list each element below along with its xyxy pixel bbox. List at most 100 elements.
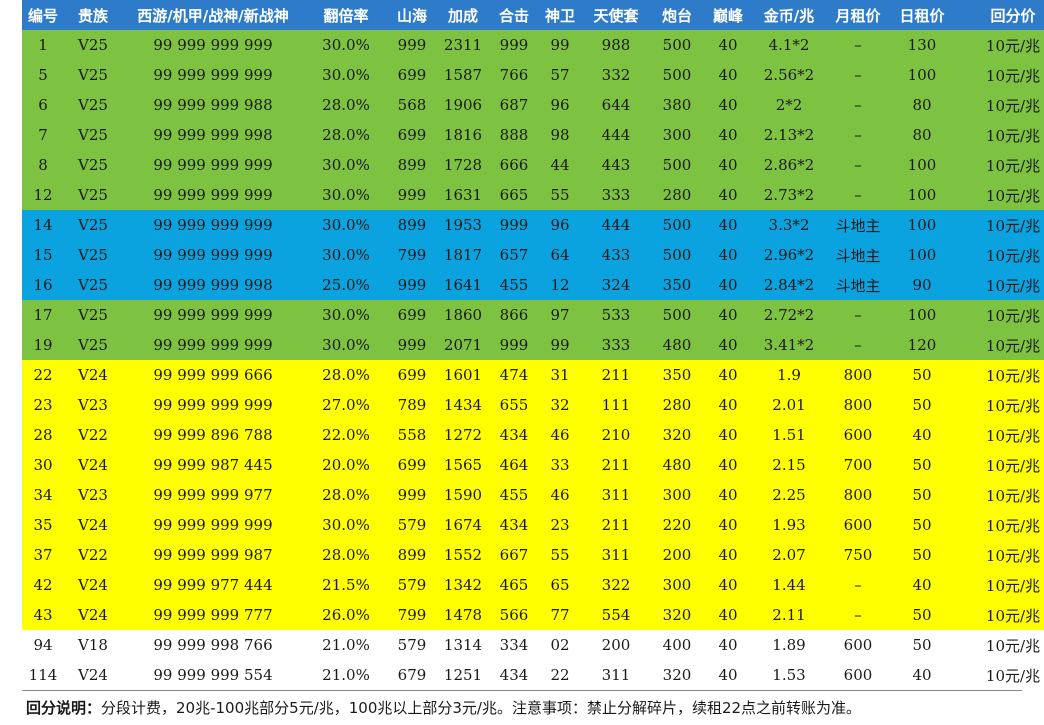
cell-shanhai: 899 (388, 150, 436, 180)
cell-shanhai: 799 (388, 240, 436, 270)
cell-buyback: 10元/兆 (954, 660, 1044, 690)
cell-shanhai: 999 (388, 270, 436, 300)
cell-monthly-rent: 800 (826, 360, 890, 390)
cell-skins: 99 999 999 999 (122, 330, 304, 360)
cell-daily-rent: 50 (890, 450, 954, 480)
cell-daily-rent: 40 (890, 570, 954, 600)
cell-buyback: 10元/兆 (954, 570, 1044, 600)
footer-note: 回分说明：分段计费，20兆-100兆部分5元/兆，100兆以上部分3元/兆。注意… (22, 690, 1022, 724)
cell-angel-set: 210 (582, 420, 650, 450)
cell-daily-rent: 80 (890, 90, 954, 120)
cell-vip: V25 (64, 150, 122, 180)
cell-monthly-rent: 斗地主 (826, 270, 890, 300)
cell-vip: V25 (64, 270, 122, 300)
header-guard: 神卫 (538, 0, 582, 30)
header-row: 编号 贵族 西游/机甲/战神/新战神 翻倍率 山海 加成 合击 神卫 天使套 炮… (22, 0, 1044, 30)
cell-multiplier: 30.0% (304, 300, 388, 330)
cell-peak: 40 (704, 390, 752, 420)
cell-monthly-rent: – (826, 180, 890, 210)
cell-buyback: 10元/兆 (954, 30, 1044, 60)
cell-angel-set: 332 (582, 60, 650, 90)
cell-buyback: 10元/兆 (954, 480, 1044, 510)
cell-gold: 1.93 (752, 510, 826, 540)
cell-combo: 464 (490, 450, 538, 480)
cell-combo: 999 (490, 30, 538, 60)
cell-skins: 99 999 999 999 (122, 210, 304, 240)
cell-daily-rent: 50 (890, 390, 954, 420)
cell-peak: 40 (704, 30, 752, 60)
cell-id: 19 (22, 330, 64, 360)
cell-guard: 57 (538, 60, 582, 90)
cell-bonus: 1251 (436, 660, 490, 690)
cell-bonus: 1342 (436, 570, 490, 600)
cell-shanhai: 699 (388, 450, 436, 480)
cell-gold: 1.44 (752, 570, 826, 600)
cell-vip: V24 (64, 510, 122, 540)
cell-skins: 99 999 999 988 (122, 90, 304, 120)
cell-skins: 99 999 999 999 (122, 30, 304, 60)
cell-combo: 667 (490, 540, 538, 570)
cell-turret: 500 (650, 30, 704, 60)
cell-turret: 300 (650, 120, 704, 150)
cell-buyback: 10元/兆 (954, 600, 1044, 630)
table-row: 5 V25 99 999 999 999 30.0% 699 1587 766 57 332 50… (22, 60, 1044, 90)
cell-gold: 3.3*2 (752, 210, 826, 240)
cell-peak: 40 (704, 180, 752, 210)
cell-guard: 99 (538, 30, 582, 60)
header-id: 编号 (22, 0, 64, 30)
cell-combo: 455 (490, 270, 538, 300)
cell-daily-rent: 100 (890, 150, 954, 180)
cell-shanhai: 558 (388, 420, 436, 450)
cell-id: 15 (22, 240, 64, 270)
cell-multiplier: 30.0% (304, 510, 388, 540)
cell-guard: 23 (538, 510, 582, 540)
cell-bonus: 1565 (436, 450, 490, 480)
header-multiplier: 翻倍率 (304, 0, 388, 30)
cell-monthly-rent: 800 (826, 390, 890, 420)
cell-bonus: 1631 (436, 180, 490, 210)
cell-buyback: 10元/兆 (954, 360, 1044, 390)
cell-guard: 55 (538, 540, 582, 570)
cell-monthly-rent: 800 (826, 480, 890, 510)
cell-shanhai: 699 (388, 60, 436, 90)
cell-turret: 320 (650, 420, 704, 450)
cell-gold: 1.53 (752, 660, 826, 690)
cell-vip: V24 (64, 660, 122, 690)
cell-turret: 400 (650, 630, 704, 660)
table-row: 1 V25 99 999 999 999 30.0% 999 2311 999 99 988 50… (22, 30, 1044, 60)
cell-daily-rent: 100 (890, 300, 954, 330)
cell-guard: 55 (538, 180, 582, 210)
cell-guard: 96 (538, 90, 582, 120)
cell-guard: 65 (538, 570, 582, 600)
cell-guard: 99 (538, 330, 582, 360)
cell-skins: 99 999 999 999 (122, 60, 304, 90)
cell-bonus: 1590 (436, 480, 490, 510)
cell-multiplier: 30.0% (304, 60, 388, 90)
cell-combo: 465 (490, 570, 538, 600)
cell-shanhai: 579 (388, 570, 436, 600)
cell-peak: 40 (704, 210, 752, 240)
cell-multiplier: 27.0% (304, 390, 388, 420)
header-vip: 贵族 (64, 0, 122, 30)
cell-peak: 40 (704, 570, 752, 600)
cell-gold: 1.51 (752, 420, 826, 450)
cell-guard: 46 (538, 480, 582, 510)
cell-bonus: 1728 (436, 150, 490, 180)
cell-bonus: 1601 (436, 360, 490, 390)
cell-combo: 999 (490, 330, 538, 360)
cell-vip: V24 (64, 360, 122, 390)
cell-turret: 500 (650, 240, 704, 270)
cell-id: 5 (22, 60, 64, 90)
cell-id: 6 (22, 90, 64, 120)
table-row: 23 V23 99 999 999 999 27.0% 789 1434 655 32 111 2… (22, 390, 1044, 420)
cell-bonus: 1860 (436, 300, 490, 330)
cell-buyback: 10元/兆 (954, 300, 1044, 330)
cell-combo: 888 (490, 120, 538, 150)
cell-buyback: 10元/兆 (954, 150, 1044, 180)
cell-gold: 3.41*2 (752, 330, 826, 360)
table-row: 15 V25 99 999 999 999 30.0% 799 1817 657 64 433 5… (22, 240, 1044, 270)
cell-peak: 40 (704, 510, 752, 540)
cell-shanhai: 579 (388, 510, 436, 540)
cell-daily-rent: 50 (890, 480, 954, 510)
cell-skins: 99 999 999 987 (122, 540, 304, 570)
